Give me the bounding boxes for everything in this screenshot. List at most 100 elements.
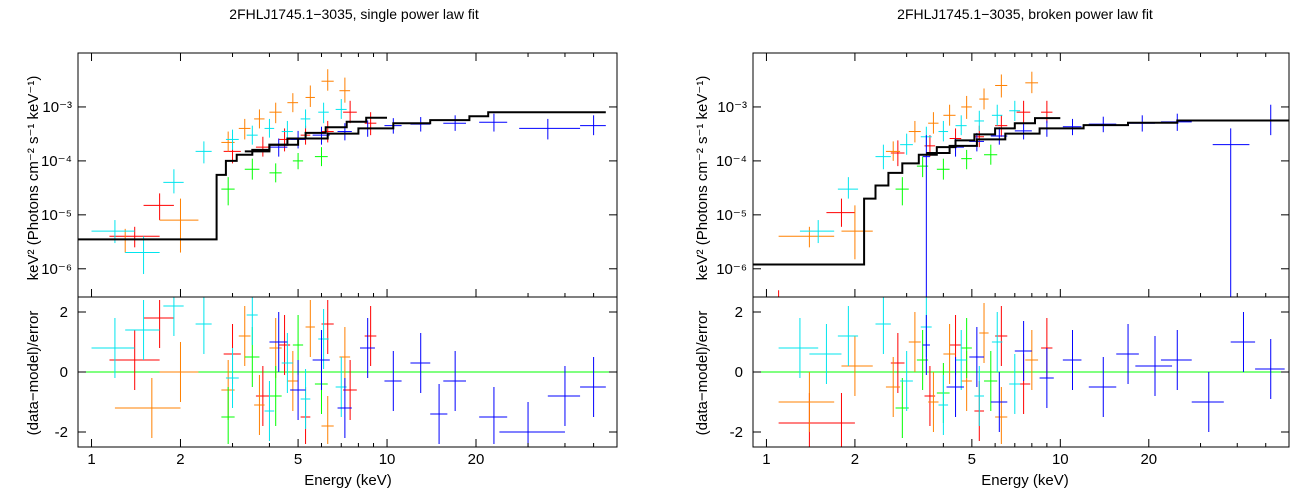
residual-point bbox=[321, 396, 334, 444]
residual-point bbox=[159, 342, 199, 402]
residual-point bbox=[1039, 348, 1054, 408]
data-point-cyan bbox=[264, 118, 275, 138]
residual-point bbox=[991, 312, 1003, 372]
residual-point bbox=[337, 378, 352, 438]
model-hard-curve bbox=[244, 111, 606, 153]
residual-point bbox=[281, 333, 293, 393]
data-point-cyan bbox=[1009, 100, 1021, 121]
data-point-red bbox=[1041, 100, 1053, 124]
data-point-cyan bbox=[335, 99, 347, 119]
y-tick-label: 10⁻³ bbox=[42, 99, 72, 116]
residual-point bbox=[1191, 372, 1224, 432]
data-point-orange bbox=[269, 102, 282, 124]
residual-point bbox=[984, 351, 998, 411]
residual-point bbox=[900, 351, 913, 411]
residual-point bbox=[995, 387, 1008, 444]
panel-broken-power-law: 2FHLJ1745.1−3035, broken power law fit E… bbox=[694, 6, 1290, 489]
data-point-red bbox=[1016, 100, 1031, 124]
residual-point bbox=[300, 369, 311, 429]
residual-point bbox=[974, 366, 985, 426]
residual-point bbox=[125, 300, 160, 360]
residual-point bbox=[1160, 330, 1192, 390]
resid-tick-label: 2 bbox=[735, 304, 743, 321]
residual-point bbox=[1255, 339, 1285, 399]
residual-point bbox=[443, 351, 466, 411]
y-tick-label: 10⁻⁶ bbox=[41, 261, 72, 278]
residual-point bbox=[221, 387, 235, 444]
data-point-green bbox=[314, 147, 328, 167]
plot-frame bbox=[752, 52, 1290, 448]
data-point-orange bbox=[995, 74, 1008, 98]
residual-point bbox=[430, 384, 448, 444]
data-point-red bbox=[255, 136, 270, 157]
residual-point bbox=[264, 381, 275, 441]
data-point-cyan bbox=[300, 109, 311, 129]
residual-point bbox=[778, 393, 835, 447]
residual-point bbox=[938, 375, 949, 435]
data-point-cyan bbox=[225, 129, 239, 150]
residual-point bbox=[499, 402, 565, 447]
data-point-orange bbox=[159, 198, 199, 253]
data-point-blue bbox=[337, 123, 352, 141]
resid-tick-label: 0 bbox=[60, 364, 68, 381]
data-point-orange bbox=[908, 120, 921, 143]
residual-point bbox=[946, 357, 964, 417]
residual-point bbox=[1116, 324, 1139, 384]
residual-point bbox=[778, 318, 819, 378]
y-tick-label: 10⁻³ bbox=[717, 99, 747, 116]
x-tick-label: 1 bbox=[762, 451, 770, 468]
residual-point bbox=[195, 297, 212, 354]
residual-point bbox=[290, 360, 306, 420]
residual-point bbox=[1135, 336, 1173, 396]
data-point-blue bbox=[1212, 128, 1250, 297]
residual-point bbox=[163, 297, 184, 336]
chart-title: 2FHLJ1745.1−3035, single power law fit bbox=[229, 6, 479, 22]
x-tick-label: 20 bbox=[468, 451, 485, 468]
x-axis-label: Energy (keV) bbox=[304, 472, 392, 489]
x-tick-label: 2 bbox=[176, 451, 184, 468]
data-point-blue bbox=[922, 135, 930, 297]
data-point-orange bbox=[961, 95, 972, 119]
residual-point bbox=[875, 297, 891, 354]
model-hard-curve bbox=[926, 119, 1289, 154]
data-point-green bbox=[244, 158, 260, 180]
spectrum-plot-area bbox=[78, 69, 606, 275]
data-point-cyan bbox=[837, 177, 859, 199]
data-point-green bbox=[936, 158, 950, 180]
data-point-orange bbox=[287, 93, 299, 113]
residual-point bbox=[955, 330, 967, 390]
residual-point bbox=[990, 372, 1008, 432]
plot-frame bbox=[77, 52, 618, 448]
data-point-blue bbox=[1014, 123, 1032, 140]
residual-point bbox=[1025, 330, 1039, 390]
y-tick-label: 10⁻⁵ bbox=[41, 207, 72, 224]
resid-tick-label: -2 bbox=[55, 424, 68, 441]
data-point-cyan bbox=[875, 144, 891, 170]
data-point-orange bbox=[943, 104, 956, 126]
residual-point bbox=[246, 297, 258, 345]
residual-point bbox=[225, 348, 239, 408]
chart-title: 2FHLJ1745.1−3035, broken power law fit bbox=[897, 6, 1153, 22]
data-point-orange bbox=[321, 69, 334, 91]
residual-point bbox=[143, 300, 174, 348]
data-point-orange bbox=[778, 226, 835, 248]
residual-point bbox=[114, 378, 181, 438]
residual-point bbox=[278, 315, 291, 375]
residual-point bbox=[969, 327, 985, 387]
data-point-blue bbox=[443, 115, 466, 131]
residual-point bbox=[1062, 330, 1082, 390]
x-tick-label: 2 bbox=[851, 451, 859, 468]
y-tick-label: 10⁻⁶ bbox=[716, 261, 747, 278]
data-point-green bbox=[984, 144, 998, 165]
data-point-red bbox=[109, 226, 160, 248]
data-point-cyan bbox=[318, 102, 329, 124]
y-tick-label: 10⁻⁵ bbox=[716, 207, 747, 224]
residual-point bbox=[255, 366, 270, 426]
data-point-orange bbox=[885, 141, 901, 161]
data-point-red bbox=[364, 112, 377, 136]
residual-point bbox=[109, 330, 160, 390]
residual-point bbox=[885, 357, 901, 417]
data-point-orange bbox=[979, 88, 989, 110]
x-axis-label: Energy (keV) bbox=[981, 472, 1069, 489]
